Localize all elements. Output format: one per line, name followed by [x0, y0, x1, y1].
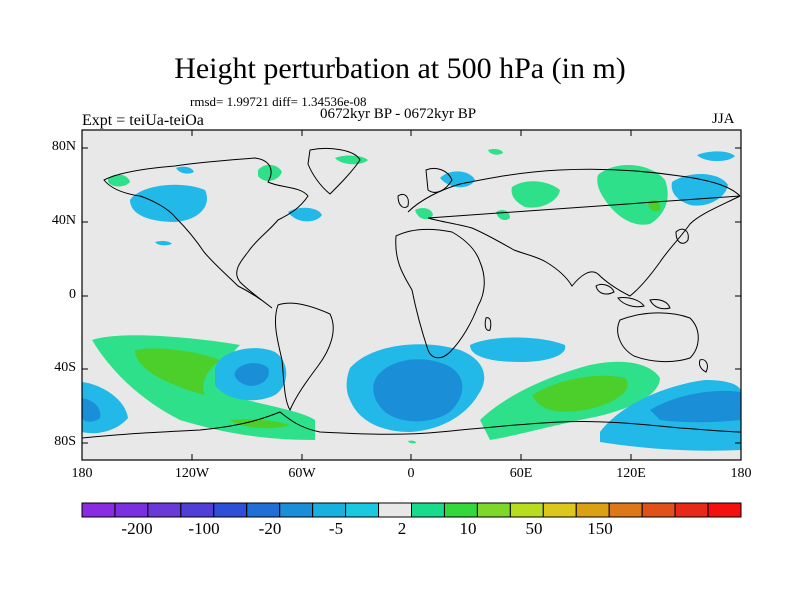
y-tick-label: 80N — [51, 139, 76, 154]
colorbar-swatch — [246, 502, 281, 518]
x-tick-label: 60E — [509, 466, 533, 481]
contour-region — [597, 164, 668, 225]
contour-region — [176, 166, 194, 174]
x-tick-label: 0 — [407, 466, 415, 481]
contour-region — [470, 337, 566, 362]
contour-region — [415, 207, 433, 220]
contour-region — [335, 155, 368, 165]
colorbar-swatch — [378, 502, 412, 518]
axis-ticks — [81, 130, 742, 460]
colorbar-swatch — [476, 502, 511, 518]
contour-region — [82, 398, 101, 422]
colorbar-swatch — [114, 502, 149, 518]
colorbar-swatch — [312, 502, 347, 518]
colorbar-swatch — [575, 502, 610, 518]
y-tick-label: 80S — [54, 434, 76, 449]
coastlines — [82, 147, 741, 439]
season-label: JJA — [712, 111, 735, 127]
x-tick-label: 120W — [174, 466, 210, 481]
contour-region — [288, 207, 322, 222]
colorbar-label: 2 — [397, 519, 407, 538]
colorbar-swatch — [411, 502, 445, 518]
experiment-label: Expt = teiUa-teiOa — [82, 112, 204, 129]
colorbar-swatch — [674, 502, 709, 518]
colorbar-swatch — [345, 502, 380, 518]
colorbar-swatch — [608, 502, 643, 518]
contour-region — [135, 348, 220, 395]
contour-region — [488, 149, 503, 155]
colorbar-label: -20 — [258, 519, 282, 538]
contour-region — [697, 151, 735, 162]
colorbar-label: 150 — [587, 519, 613, 538]
contour-region — [258, 164, 282, 181]
colorbar-swatch — [279, 502, 314, 518]
x-tick-label: 60W — [288, 466, 316, 481]
colorbar-label: -5 — [328, 519, 344, 538]
plot-title: Height perturbation at 500 hPa (in m) — [174, 52, 626, 85]
colorbar — [81, 502, 742, 518]
y-tick-label: 40S — [54, 360, 76, 375]
y-tick-label: 40N — [51, 213, 76, 228]
x-tick-label: 120E — [616, 466, 646, 481]
colorbar-label: 50 — [525, 519, 543, 538]
y-tick-label: 0 — [69, 287, 76, 302]
colorbar-swatch — [213, 502, 248, 518]
colorbar-swatch — [147, 502, 182, 518]
contour-region — [532, 375, 628, 412]
colorbar-swatch — [509, 502, 544, 518]
contour-fields — [82, 149, 741, 451]
contour-region — [108, 174, 130, 187]
colorbar-label: 10 — [459, 519, 477, 538]
colorbar-swatch — [443, 502, 478, 518]
contour-region — [650, 390, 741, 423]
rmsd-diff-stats: rmsd= 1.99721 diff= 1.34536e-08 — [190, 94, 367, 109]
colorbar-swatch — [641, 502, 676, 518]
x-tick-label: 180 — [71, 466, 93, 481]
colorbar-label: -100 — [188, 519, 220, 538]
contour-region — [230, 419, 290, 429]
plot-subtitle: 0672kyr BP - 0672kyr BP — [320, 106, 477, 122]
colorbar-swatch — [542, 502, 577, 518]
contour-region — [234, 363, 269, 386]
x-tick-label: 180 — [730, 466, 752, 481]
contour-region — [408, 440, 416, 444]
colorbar-label: -200 — [121, 519, 153, 538]
colorbar-swatch — [180, 502, 215, 518]
contour-region — [130, 184, 207, 222]
colorbar-swatch — [707, 502, 742, 518]
contour-region — [155, 240, 172, 246]
colorbar-swatch — [81, 502, 116, 518]
contour-region — [648, 200, 661, 212]
contour-region — [373, 359, 463, 422]
contour-region — [511, 181, 560, 208]
